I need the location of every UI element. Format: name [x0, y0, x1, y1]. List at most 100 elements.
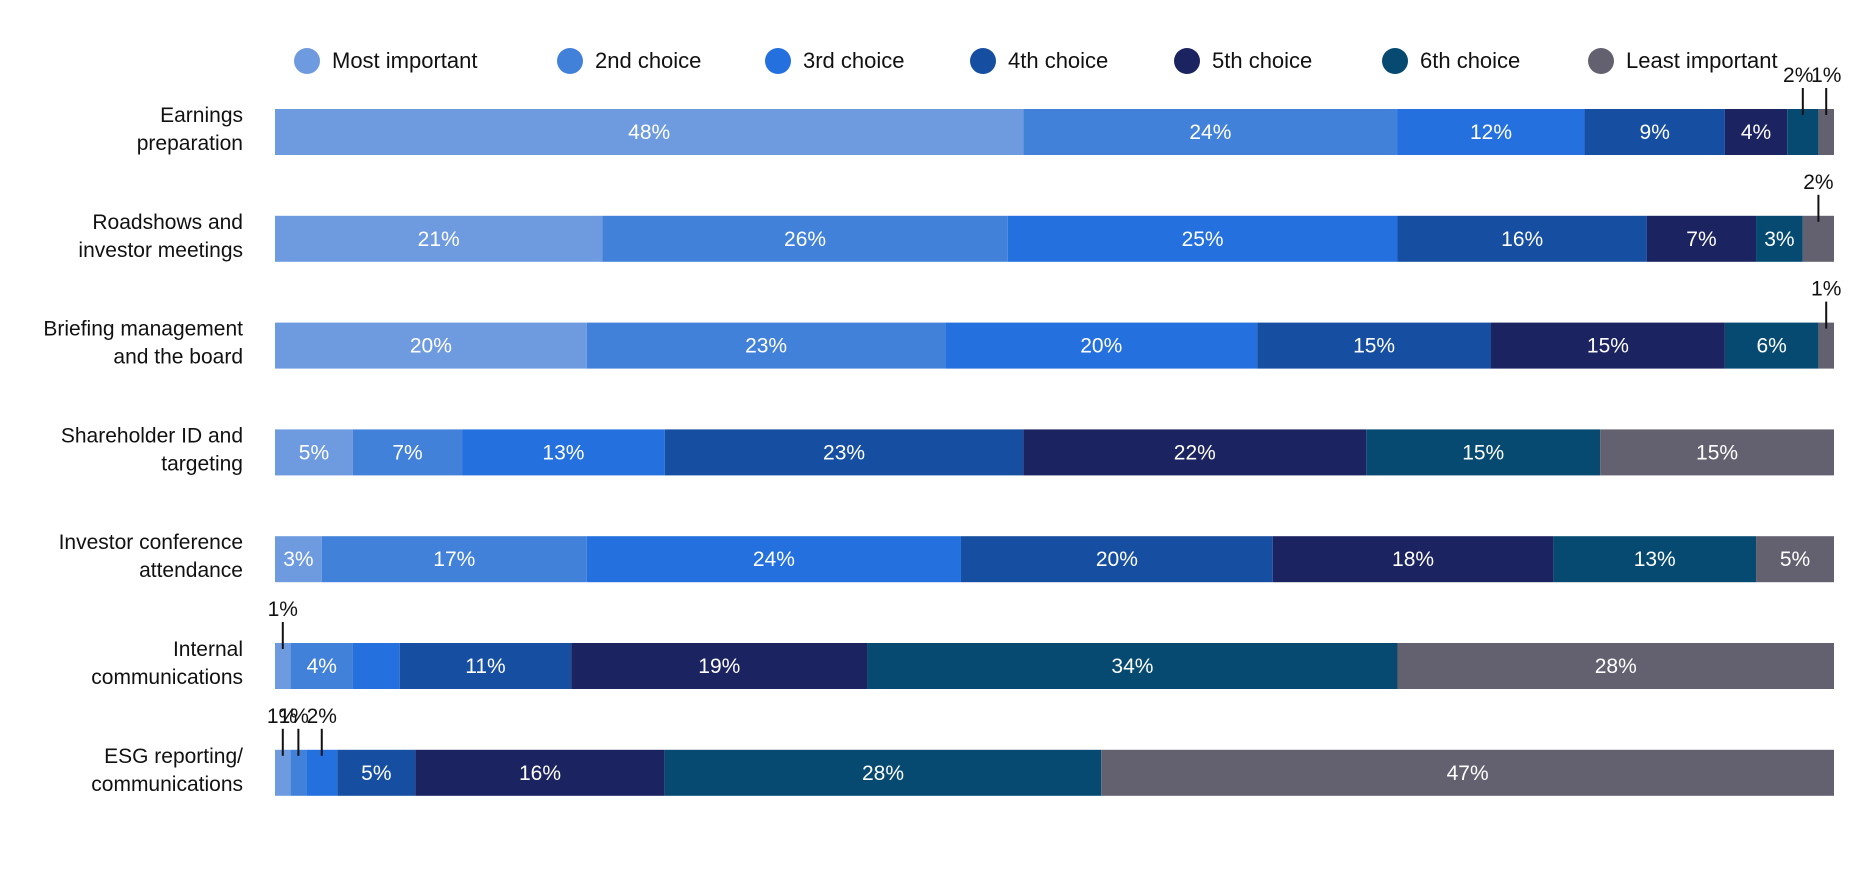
legend-swatch — [1382, 48, 1408, 74]
legend-item: 3rd choice — [765, 48, 905, 74]
legend-label: 5th choice — [1212, 48, 1312, 73]
bar-segment — [275, 429, 353, 476]
data-label: 4% — [307, 655, 337, 678]
legend-item: 5th choice — [1174, 48, 1312, 74]
bar-segment — [1272, 536, 1554, 583]
bar-segment — [1397, 643, 1834, 689]
bar-segment — [1553, 536, 1757, 583]
data-label: 25% — [1182, 228, 1224, 251]
legend-item: Most important — [294, 48, 478, 74]
callout-label: 1% — [279, 705, 309, 728]
data-label: 9% — [1640, 121, 1670, 144]
bar-segment — [960, 536, 1273, 583]
legend-label: 3rd choice — [803, 48, 905, 73]
bar-segment — [275, 643, 291, 689]
data-label: 24% — [1189, 121, 1231, 144]
category-label-line: Internal — [173, 638, 243, 661]
data-label: 15% — [1696, 441, 1738, 464]
bar-segment — [602, 215, 1008, 262]
callout-label: 2% — [307, 705, 337, 728]
bar-row: Internal communications 4% 11% 19% 34% 28% 1% — [91, 598, 1834, 689]
data-label: 11% — [465, 655, 505, 678]
bar-segment — [1818, 109, 1834, 155]
category-label: Roadshows and investor meetings — [78, 211, 243, 262]
data-label: 24% — [753, 548, 795, 571]
data-label: 16% — [519, 762, 561, 785]
bar-segment — [1023, 429, 1367, 476]
legend-item: 4th choice — [970, 48, 1108, 74]
data-label: 5% — [1780, 548, 1810, 571]
category-label-line: Briefing management — [43, 318, 243, 341]
category-label-line: investor meetings — [78, 239, 243, 262]
data-label: 13% — [1634, 548, 1676, 571]
category-label-line: Shareholder ID and — [61, 424, 243, 447]
category-label-line: communications — [91, 666, 243, 689]
bar-row: Briefing management and the board 20% 23% 20… — [43, 278, 1841, 369]
data-label: 7% — [1686, 228, 1716, 251]
category-label: Earnings preparation — [137, 104, 243, 155]
bar-segment — [1101, 749, 1834, 796]
bar-segment — [664, 429, 1024, 476]
data-label: 17% — [433, 548, 475, 571]
category-label-line: Earnings — [160, 104, 243, 127]
bar-segment — [1787, 109, 1819, 155]
bar-segment — [1802, 215, 1834, 262]
legend-item: Least important — [1588, 48, 1778, 74]
data-label: 5% — [361, 762, 391, 785]
data-label: 3% — [283, 548, 313, 571]
bar-segment — [1366, 429, 1601, 476]
callout-label: 1% — [268, 598, 298, 621]
legend-label: 2nd choice — [595, 48, 701, 73]
category-label-line: preparation — [137, 132, 243, 155]
legend-swatch — [294, 48, 320, 74]
data-label: 4% — [1741, 121, 1771, 144]
bar-segment — [399, 643, 572, 689]
bar-segment — [1646, 215, 1757, 262]
data-label: 5% — [299, 441, 329, 464]
data-label: 15% — [1587, 335, 1629, 358]
bar-segment — [1756, 536, 1834, 583]
category-label-line: Roadshows and — [92, 211, 243, 234]
legend-label: Least important — [1626, 48, 1778, 73]
data-label: 28% — [862, 762, 904, 785]
bar-segment — [1007, 215, 1398, 262]
bar-segment — [586, 536, 961, 583]
category-label: ESG reporting/communications — [91, 745, 243, 796]
bar-segment — [1023, 109, 1398, 155]
category-label: Investor conference attendance — [59, 531, 243, 582]
bar-row: ESG reporting/communications 5% 16% 28% 47% 1… — [91, 705, 1834, 796]
bar-segment — [1600, 429, 1834, 476]
bar-row: Roadshows and investor meetings 21% 26% 25% 1… — [78, 171, 1834, 262]
category-label: Shareholder ID and targeting — [61, 424, 243, 475]
data-label: 20% — [1096, 548, 1138, 571]
data-label: 18% — [1392, 548, 1434, 571]
data-label: 28% — [1595, 655, 1637, 678]
data-label: 20% — [1080, 335, 1122, 358]
bar-segment — [571, 643, 868, 689]
legend-item: 6th choice — [1382, 48, 1520, 74]
bar-segment — [462, 429, 665, 476]
bar-segment — [664, 749, 1102, 796]
chart-rows: Earnings preparation 48% 24% 12% 9% 4%2%1%Road… — [43, 64, 1841, 796]
bar-segment — [306, 749, 338, 796]
callout-label: 2% — [1803, 171, 1833, 194]
bar-segment — [586, 322, 946, 369]
legend-swatch — [765, 48, 791, 74]
data-label: 3% — [1764, 228, 1794, 251]
data-label: 26% — [784, 228, 826, 251]
bar-segment — [290, 749, 307, 796]
bar-segment — [352, 429, 463, 476]
bar-segment — [275, 215, 603, 262]
bar-segment — [275, 109, 1024, 155]
data-label: 34% — [1111, 655, 1153, 678]
data-label: 13% — [542, 441, 584, 464]
bar-segment — [352, 643, 400, 689]
data-label: 15% — [1353, 335, 1395, 358]
bar-segment — [1756, 215, 1803, 262]
bar-segment — [415, 749, 665, 796]
data-label: 7% — [392, 441, 422, 464]
bar-segment — [1818, 322, 1834, 369]
bar-segment — [1397, 109, 1585, 155]
category-label-line: Investor conference — [59, 531, 243, 554]
